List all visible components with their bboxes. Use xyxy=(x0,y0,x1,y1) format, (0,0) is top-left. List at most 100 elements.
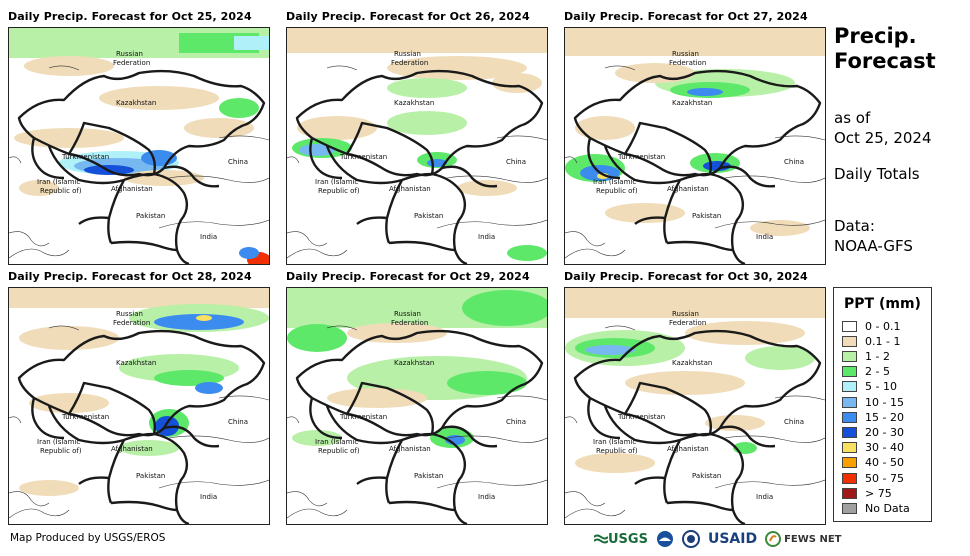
legend-label: 0.1 - 1 xyxy=(865,334,901,348)
side-title-line2: Forecast xyxy=(834,49,936,73)
label-russia: Federation xyxy=(391,319,428,327)
panel-title: Daily Precip. Forecast for Oct 29, 2024 xyxy=(286,270,530,283)
label-turkmenistan: Turkmenistan xyxy=(339,413,387,421)
label-iran: Republic of) xyxy=(318,447,360,455)
fewsnet-logo-text: FEWS NET xyxy=(784,533,842,545)
legend-swatch xyxy=(842,396,857,408)
label-afghanistan: Afghanistan xyxy=(111,445,153,453)
doc-seal-logo xyxy=(681,530,700,548)
label-china: China xyxy=(784,418,804,426)
map-credit: Map Produced by USGS/EROS xyxy=(10,532,166,544)
legend-item: No Data xyxy=(842,501,910,515)
label-turkmenistan: Turkmenistan xyxy=(61,153,109,161)
label-russia: Russian xyxy=(116,310,143,318)
legend-item: 10 - 15 xyxy=(842,395,904,409)
label-turkmenistan: Turkmenistan xyxy=(617,153,665,161)
label-iran: Republic of) xyxy=(318,187,360,195)
label-iran: Iran (Islamic xyxy=(37,438,80,446)
label-kazakhstan: Kazakhstan xyxy=(672,359,712,367)
legend-swatch xyxy=(842,487,857,499)
legend-label: 1 - 2 xyxy=(865,349,890,363)
label-china: China xyxy=(506,418,526,426)
legend-swatch xyxy=(842,335,857,347)
legend-label: 20 - 30 xyxy=(865,425,904,439)
legend-label: 30 - 40 xyxy=(865,441,904,455)
label-pakistan: Pakistan xyxy=(414,472,443,480)
usgs-logo: USGS xyxy=(594,532,648,547)
side-title-line1: Precip. xyxy=(834,24,917,48)
label-china: China xyxy=(228,158,248,166)
label-iran: Republic of) xyxy=(40,187,82,195)
legend-item: 50 - 75 xyxy=(842,471,904,485)
side-title: Precip. Forecast xyxy=(834,24,936,74)
label-afghanistan: Afghanistan xyxy=(389,185,431,193)
legend-swatch xyxy=(842,442,857,454)
legend-swatch xyxy=(842,472,857,484)
data-source: Data: NOAA-GFS xyxy=(834,216,913,256)
precip-shading xyxy=(565,288,825,473)
label-kazakhstan: Kazakhstan xyxy=(394,99,434,107)
noaa-logo xyxy=(656,530,674,548)
legend-label: 5 - 10 xyxy=(865,380,897,394)
label-pakistan: Pakistan xyxy=(136,212,165,220)
label-india: India xyxy=(478,233,495,241)
label-china: China xyxy=(228,418,248,426)
data-source-value: NOAA-GFS xyxy=(834,237,913,255)
legend-item: 40 - 50 xyxy=(842,456,904,470)
seal-icon xyxy=(681,530,700,548)
panel-title: Daily Precip. Forecast for Oct 26, 2024 xyxy=(286,10,530,23)
legend-item: > 75 xyxy=(842,486,892,500)
legend-swatch xyxy=(842,320,857,332)
label-afghanistan: Afghanistan xyxy=(389,445,431,453)
label-india: India xyxy=(478,493,495,501)
legend-title: PPT (mm) xyxy=(844,296,921,312)
label-kazakhstan: Kazakhstan xyxy=(394,359,434,367)
as-of-date: as of Oct 25, 2024 xyxy=(834,108,932,148)
legend-swatch xyxy=(842,426,857,438)
label-turkmenistan: Turkmenistan xyxy=(339,153,387,161)
legend-label: 10 - 15 xyxy=(865,395,904,409)
label-china: China xyxy=(506,158,526,166)
label-pakistan: Pakistan xyxy=(692,472,721,480)
legend-label: 15 - 20 xyxy=(865,410,904,424)
precip-shading xyxy=(9,28,269,264)
legend-swatch xyxy=(842,411,857,423)
precip-map: Russian Federation Kazakhstan Turkmenist… xyxy=(286,27,548,265)
country-labels: Russian Federation Kazakhstan Turkmenist… xyxy=(593,50,804,241)
legend-item: 20 - 30 xyxy=(842,425,904,439)
label-russia: Federation xyxy=(391,59,428,67)
label-russia: Federation xyxy=(113,319,150,327)
usgs-logo-text: USGS xyxy=(608,531,648,547)
label-iran: Iran (Islamic xyxy=(315,438,358,446)
label-russia: Federation xyxy=(669,319,706,327)
data-source-label: Data: xyxy=(834,217,875,235)
label-iran: Iran (Islamic xyxy=(37,178,80,186)
label-india: India xyxy=(756,233,773,241)
label-iran: Iran (Islamic xyxy=(315,178,358,186)
label-pakistan: Pakistan xyxy=(692,212,721,220)
legend-item: 0.1 - 1 xyxy=(842,334,900,348)
precip-shading xyxy=(9,288,269,496)
label-india: India xyxy=(200,233,217,241)
panel-title: Daily Precip. Forecast for Oct 27, 2024 xyxy=(564,10,808,23)
legend-swatch xyxy=(842,381,857,393)
country-labels: Russian Federation Kazakhstan Turkmenist… xyxy=(37,310,248,501)
label-russia: Russian xyxy=(672,50,699,58)
as-of-label: as of xyxy=(834,109,871,127)
precip-shading xyxy=(287,288,547,448)
legend-item: 30 - 40 xyxy=(842,441,904,455)
precip-map: Russian Federation Kazakhstan Turkmenist… xyxy=(8,27,270,265)
fewsnet-logo: FEWS NET xyxy=(765,531,841,547)
label-russia: Russian xyxy=(672,310,699,318)
label-russia: Russian xyxy=(394,310,421,318)
noaa-icon xyxy=(656,531,673,547)
label-russia: Russian xyxy=(116,50,143,58)
label-afghanistan: Afghanistan xyxy=(111,185,153,193)
country-labels: Russian Federation Kazakhstan Turkmenist… xyxy=(315,50,526,241)
legend-label: No Data xyxy=(865,501,910,515)
label-kazakhstan: Kazakhstan xyxy=(116,359,156,367)
legend-label: 0 - 0.1 xyxy=(865,319,901,333)
label-iran: Republic of) xyxy=(596,447,638,455)
logo-strip: USGS USAID FEWS NET xyxy=(594,528,849,550)
